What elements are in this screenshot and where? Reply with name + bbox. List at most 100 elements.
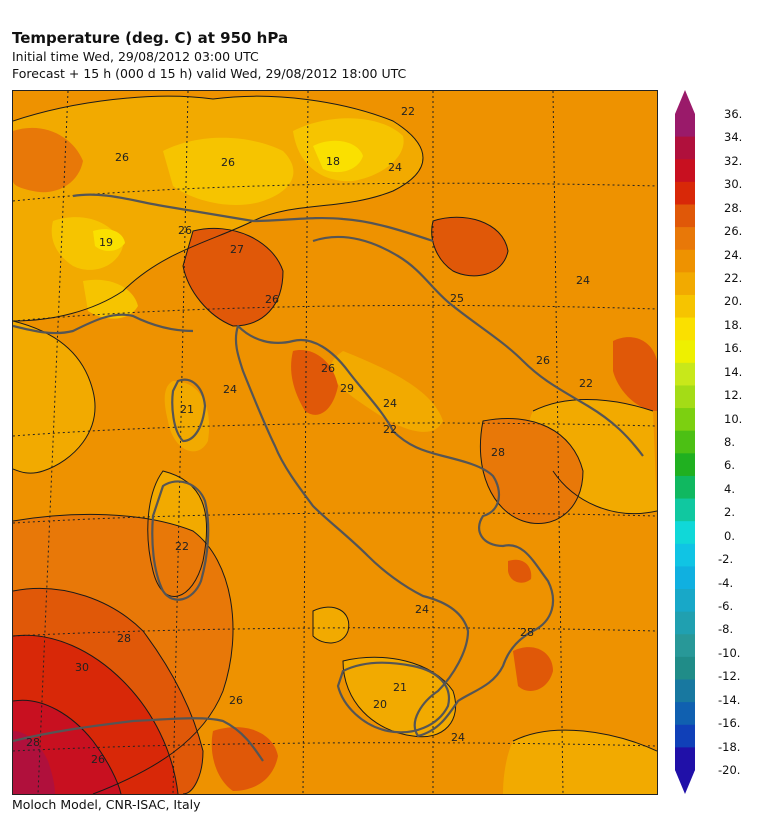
contour-label: 24: [451, 731, 465, 744]
field-cool-lake: [313, 607, 349, 643]
colorbar-tick-label: -8.: [718, 622, 734, 637]
field-hot-apulia: [513, 647, 553, 691]
field-hot-po: [183, 228, 283, 326]
temperature-contour: [13, 513, 234, 794]
colorbar-tick-label: -6.: [718, 599, 734, 613]
colorbar-bottom-arrow: [675, 770, 695, 794]
coastline-france: [13, 313, 194, 335]
graticule-meridian: [302, 91, 309, 794]
colorbar-segment: [675, 272, 695, 296]
contour-label: 29: [340, 382, 354, 395]
colorbar-tick-label: 28.: [724, 200, 743, 215]
colorbar-tick-label: 6.: [724, 458, 735, 473]
temperature-contour: [312, 606, 350, 644]
colorbar-tick-label: 32.: [724, 153, 743, 168]
colorbar-tick-label: 4.: [724, 481, 735, 496]
contour-label: 26: [536, 354, 550, 367]
contour-label: 26: [265, 293, 279, 306]
temperature-contour: [13, 95, 424, 322]
contour-label: 20: [373, 698, 387, 711]
colorbar-segment: [675, 611, 695, 635]
contour-label: 22: [401, 105, 415, 118]
coastline-north-africa: [13, 717, 264, 762]
colorbar-segment: [675, 340, 695, 364]
contour-label: 21: [393, 681, 407, 694]
colorbar-tick-label: 16.: [724, 341, 743, 356]
temperature-contour: [552, 470, 657, 515]
colorbar-segment: [675, 453, 695, 477]
contour-label: 22: [175, 540, 189, 553]
colorbar-tick-label: 26.: [724, 224, 743, 239]
colorbar-segment: [675, 475, 695, 500]
temperature-contour: [431, 216, 509, 277]
contour-label: 28: [26, 736, 40, 749]
field-coolest-west: [93, 229, 125, 251]
field-hot-balkan: [613, 337, 657, 411]
field-warm-nw: [13, 127, 83, 193]
colorbar-top-arrow: [675, 90, 695, 114]
contour-label: 26: [178, 224, 192, 237]
map-svg: 22 18 24 26 26 19 26 27 26 24 24 21 26 2…: [13, 91, 657, 794]
colorbar-segment: [675, 747, 695, 771]
forecast-valid-time: Forecast + 15 h (000 d 15 h) valid Wed, …: [12, 66, 407, 81]
field-hot-sicily-strait: [211, 727, 278, 791]
colorbar-segment: [675, 521, 695, 545]
coastline-adriatic-east: [312, 235, 644, 457]
colorbar-tick-label: -18.: [718, 739, 741, 754]
colorbar-segment: [675, 634, 695, 658]
graticule-meridian: [552, 91, 564, 794]
contour-label: 24: [576, 274, 590, 287]
coastline-sardinia: [151, 480, 210, 601]
temperature-contour: [13, 587, 204, 794]
model-credit: Moloch Model, CNR-ISAC, Italy: [12, 797, 201, 812]
contour-label: 26: [321, 362, 335, 375]
colorbar-segment: [675, 566, 695, 590]
contour-label: 26: [115, 151, 129, 164]
colorbar-tick-label: -16.: [718, 716, 741, 731]
coastline-corsica: [171, 378, 207, 443]
colorbar-tick-label: 0.: [724, 528, 735, 543]
colorbar-segment: [675, 679, 695, 703]
field-hot-calabria-patch: [508, 559, 532, 583]
contour-label: 30: [75, 661, 89, 674]
colorbar-segment: [675, 114, 695, 138]
contour-label: 24: [415, 603, 429, 616]
contour-label: 26: [221, 156, 235, 169]
graticule-meridian: [37, 91, 69, 794]
initial-time: Initial time Wed, 29/08/2012 03:00 UTC: [12, 49, 259, 64]
colorbar-tick-label: 36.: [724, 107, 743, 121]
field-cool-southeast: [503, 730, 657, 794]
contour-label: 28: [520, 626, 534, 639]
colorbar-tick-label: -20.: [718, 763, 741, 777]
coastline-italy: [234, 324, 555, 738]
contour-label: 24: [388, 161, 402, 174]
field-hot-east-alps: [431, 217, 508, 276]
contour-label: 24: [223, 383, 237, 396]
temperature-contour: [147, 470, 208, 597]
colorbar-segment: [675, 249, 695, 273]
contour-label: 22: [579, 377, 593, 390]
field-peak-south: [13, 731, 55, 794]
chart-header: Temperature (deg. C) at 950 hPa Initial …: [12, 28, 406, 82]
contour-label: 26: [91, 753, 105, 766]
contour-label: 27: [230, 243, 244, 256]
coastline-alps-border: [72, 193, 434, 243]
colorbar-segment: [675, 724, 695, 748]
colorbar: [675, 90, 695, 794]
contour-label: 22: [383, 423, 397, 436]
temperature-contour: [532, 398, 654, 412]
field-coolest-alps: [313, 140, 363, 173]
colorbar-segment: [675, 498, 695, 522]
contour-label: 26: [229, 694, 243, 707]
contour-label: 28: [117, 632, 131, 645]
colorbar-segment: [675, 204, 695, 228]
colorbar-segment: [675, 317, 695, 341]
contour-label: 19: [99, 236, 113, 249]
colorbar-tick-label: 20.: [724, 294, 743, 309]
colorbar-segment: [675, 385, 695, 409]
colorbar-segment: [675, 362, 695, 386]
colorbar-tick-label: 34.: [724, 130, 743, 145]
colorbar-tick-label: -4.: [718, 575, 734, 590]
colorbar-tick-label: 22.: [724, 271, 743, 285]
colorbar-tick-label: -12.: [718, 669, 741, 684]
